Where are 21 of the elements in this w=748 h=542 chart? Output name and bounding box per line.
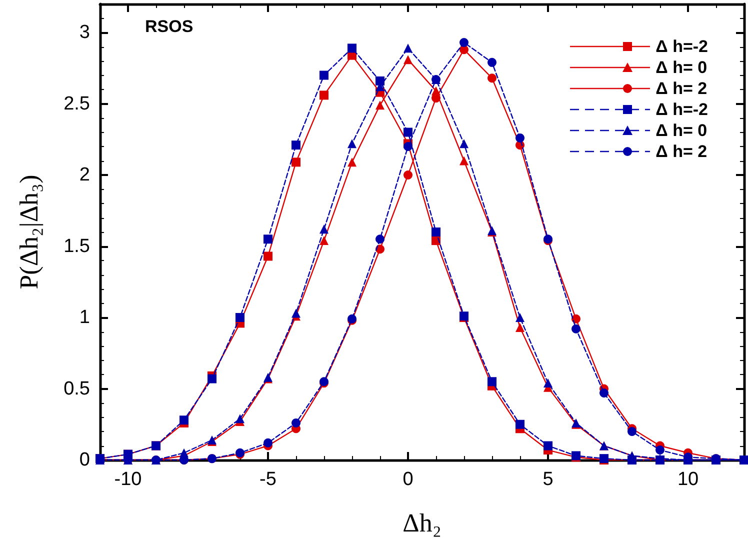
legend-label: Δ h= 2 — [656, 78, 708, 99]
legend-label: Δ h= 0 — [656, 57, 708, 78]
annotation: RSOS — [145, 17, 194, 36]
legend-label: Δ h=-2 — [656, 99, 708, 120]
legend-label: Δ h= 2 — [656, 141, 708, 162]
x-tick-label: -5 — [260, 469, 276, 490]
x-tick-label: 0 — [402, 469, 414, 490]
y-axis-title: P(Δh₂|Δh₃) — [14, 174, 44, 290]
x-axis-title: Δh₂ — [402, 508, 442, 538]
legend-label: Δ h= 0 — [656, 120, 708, 141]
y-tick-label: 2 — [79, 164, 90, 186]
y-tick-label: 2.5 — [64, 93, 90, 114]
y-tick-label: 0 — [79, 450, 90, 470]
y-tick-label: 1.5 — [64, 236, 90, 257]
x-tick-label: 10 — [677, 469, 699, 490]
x-tick-label: -10 — [114, 469, 142, 490]
x-tick-label: 5 — [542, 469, 554, 490]
y-tick-label: 0.5 — [64, 378, 90, 400]
y-tick-label: 3 — [79, 22, 90, 43]
y-tick-label: 1 — [79, 307, 90, 328]
legend-label: Δ h=-2 — [656, 36, 708, 57]
